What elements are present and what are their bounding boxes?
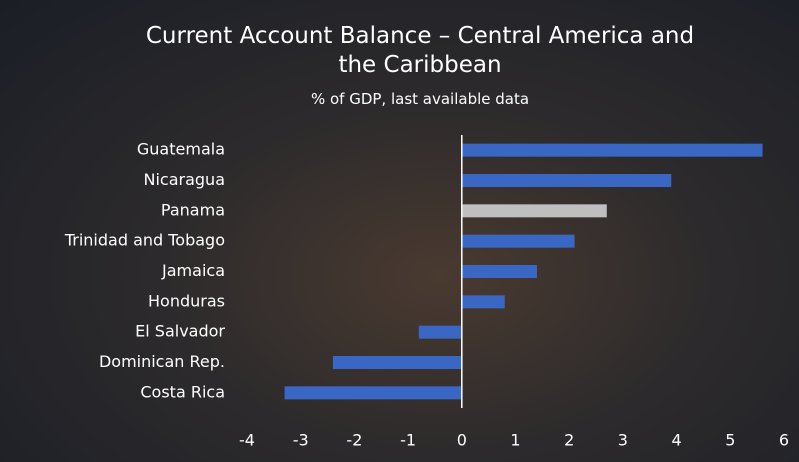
- bar: [419, 326, 462, 339]
- y-tick-label: Nicaragua: [144, 170, 226, 189]
- y-tick-label: Jamaica: [161, 261, 225, 280]
- bar: [462, 235, 575, 248]
- x-tick-label: 5: [725, 431, 735, 450]
- x-tick-label: -4: [239, 431, 255, 450]
- bar: [462, 144, 763, 157]
- bar: [462, 174, 671, 187]
- y-tick-label: Trinidad and Tobago: [64, 231, 225, 250]
- x-tick-label: -2: [346, 431, 362, 450]
- x-tick-label: 0: [457, 431, 467, 450]
- y-tick-label: Honduras: [148, 291, 225, 310]
- y-tick-label: Panama: [161, 200, 225, 219]
- plot: -4 -3 -2 -1 0 1 2 3 4 5 6 Guatemala Nicaragua Panama T…: [0, 0, 799, 462]
- bar: [285, 386, 462, 399]
- bar: [462, 204, 607, 217]
- x-tick-label: -1: [400, 431, 416, 450]
- y-tick-label: Guatemala: [137, 140, 225, 159]
- x-tick-label: 2: [564, 431, 574, 450]
- y-tick-label: Dominican Rep.: [99, 352, 225, 371]
- chart: Current Account Balance – Central Americ…: [0, 0, 799, 462]
- y-tick-label: El Salvador: [135, 322, 225, 341]
- x-tick-label: 4: [672, 431, 682, 450]
- bar: [333, 356, 462, 369]
- bar: [462, 265, 537, 278]
- bar: [462, 295, 505, 308]
- y-tick-label: Costa Rica: [140, 382, 225, 401]
- x-tick-label: -3: [293, 431, 309, 450]
- x-tick-label: 3: [618, 431, 628, 450]
- x-tick-label: 1: [510, 431, 520, 450]
- x-tick-label: 6: [779, 431, 789, 450]
